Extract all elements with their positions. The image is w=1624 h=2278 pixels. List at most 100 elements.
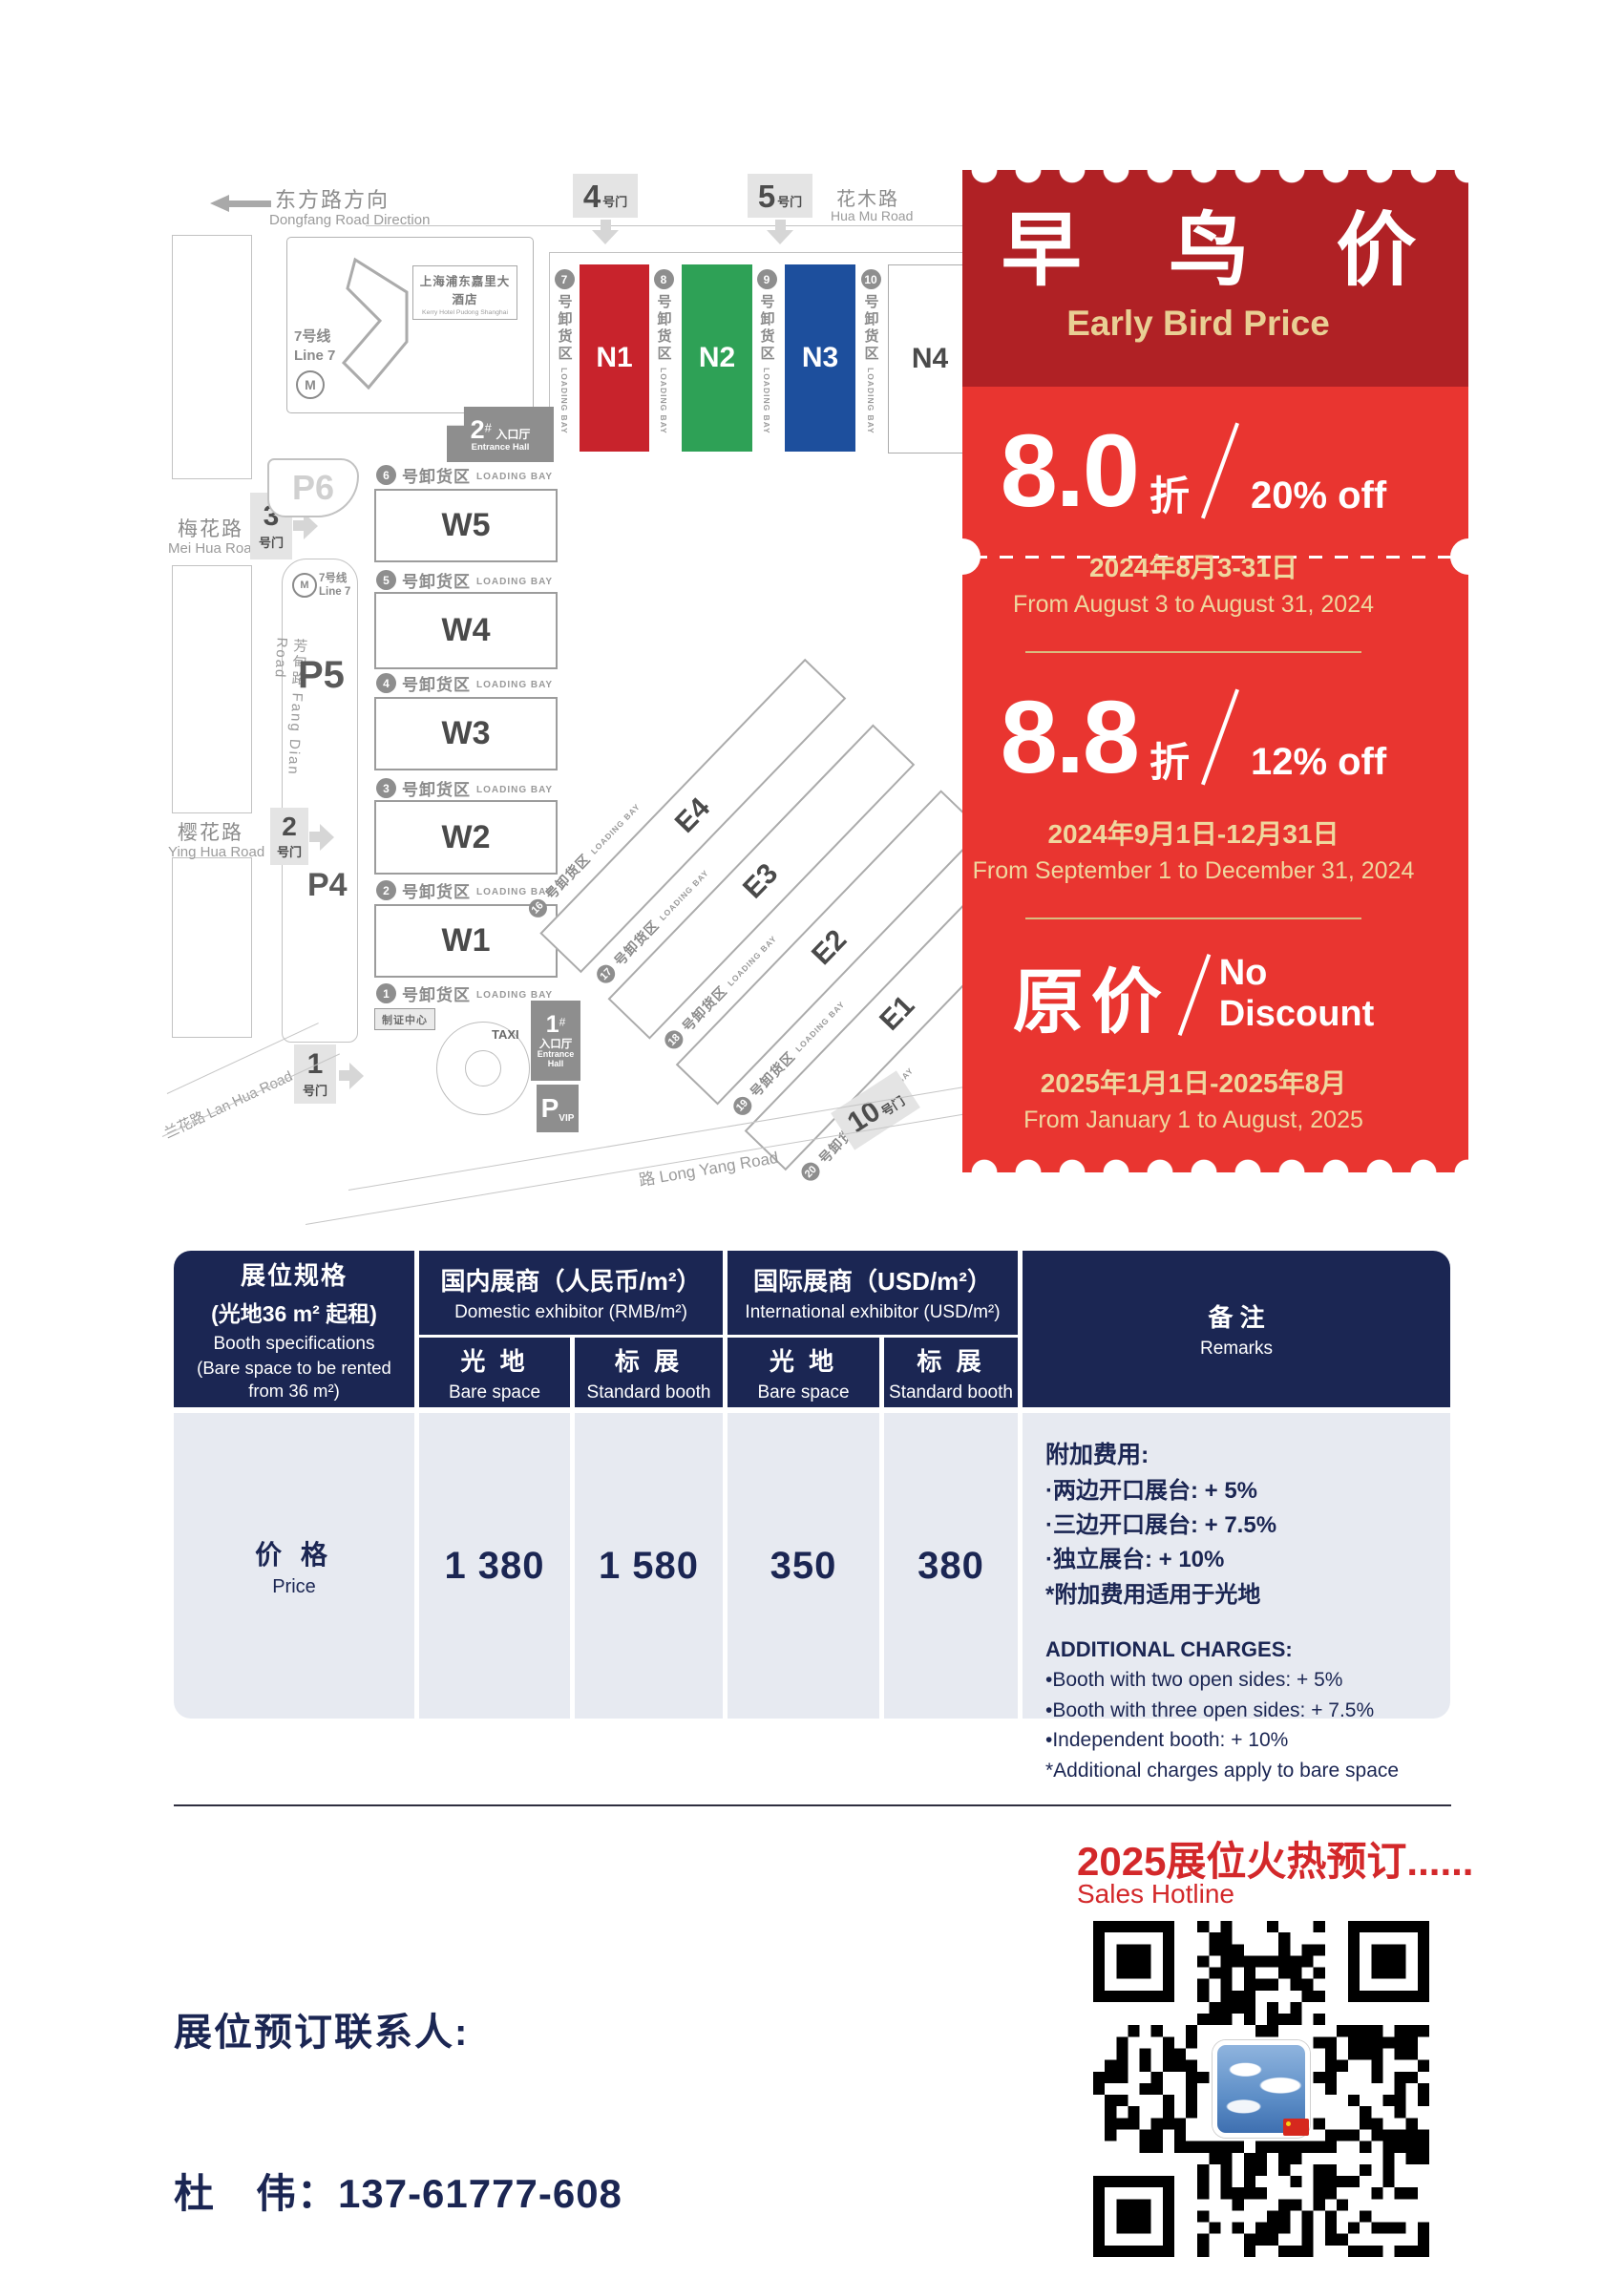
gate-2-number: 2 bbox=[282, 811, 297, 841]
tier2-date-en: From September 1 to December 31, 2024 bbox=[972, 857, 1415, 884]
loading-bay-2-label-en: LOADING BAY bbox=[476, 886, 554, 897]
gate-1-number: 1 bbox=[306, 1047, 324, 1080]
remarks-zh-1: ·两边开口展台: + 5% bbox=[1045, 1477, 1258, 1504]
loading-bay-7-number: 7 bbox=[554, 269, 575, 289]
tier1-off-text: 20% off bbox=[1250, 475, 1387, 517]
domestic-bare-zh: 光 地 bbox=[460, 1346, 529, 1376]
tier3-row: 原价 No Discount bbox=[962, 952, 1424, 1038]
header-intl-bare: 光 地 Bare space bbox=[728, 1338, 879, 1407]
badge-center-label: 制证中心 bbox=[374, 1008, 435, 1030]
loading-bay-1-label-en: LOADING BAY bbox=[476, 989, 554, 1001]
tier3-date-zh: 2025年1月1日-2025年8月 bbox=[1040, 1068, 1347, 1098]
hall-w2: W2 bbox=[374, 800, 558, 875]
gate-2: 2 号门 bbox=[270, 808, 308, 865]
intl-zh: 国际展商（USD/m²） bbox=[753, 1267, 992, 1296]
loading-bay-3: 3 号卸货区 LOADING BAY bbox=[376, 776, 553, 800]
footer-divider bbox=[174, 1804, 1451, 1806]
loading-bay-3-number: 3 bbox=[376, 778, 396, 798]
loading-bay-2-label-zh: 号卸货区 bbox=[402, 883, 471, 901]
road-label-dongfang-zh: 东方路方向 bbox=[275, 188, 390, 212]
loading-bay-6: 6 号卸货区 LOADING BAY bbox=[376, 463, 553, 487]
loading-bay-2-number: 2 bbox=[376, 880, 396, 900]
hall-w3: W3 bbox=[374, 697, 558, 770]
ticket-title-en: Early Bird Price bbox=[1066, 304, 1330, 343]
road-label-dongfang-en: Dongfang Road Direction bbox=[269, 212, 431, 228]
loading-bay-10-label-zh: 号卸货区 bbox=[862, 294, 879, 363]
fangdian-road-column bbox=[282, 559, 358, 1043]
loading-bay-10-number: 10 bbox=[860, 269, 881, 289]
intl-std-en: Standard booth bbox=[889, 1382, 1013, 1403]
remarks-en-title: ADDITIONAL CHARGES: bbox=[1045, 1637, 1293, 1662]
parking-vip: PVIP bbox=[537, 1085, 579, 1132]
loading-bay-8: 8 号卸货区 LOADING BAY bbox=[651, 269, 676, 434]
loading-bay-8-number: 8 bbox=[653, 269, 674, 289]
loading-bay-2: 2 号卸货区 LOADING BAY bbox=[376, 878, 553, 902]
loading-bay-4: 4 号卸货区 LOADING BAY bbox=[376, 671, 553, 695]
remarks-en: Remarks bbox=[1199, 1339, 1273, 1359]
parking-p6-label: P6 bbox=[291, 468, 335, 507]
gate-4-number: 4 bbox=[582, 178, 601, 214]
tier2-date-zh: 2024年9月1日-12月31日 bbox=[1047, 819, 1339, 849]
hall-w5: W5 bbox=[374, 489, 558, 562]
ticket-scallop-bottom bbox=[962, 1159, 1468, 1172]
remarks-en-2: •Booth with three open sides: + 7.5% bbox=[1045, 1698, 1375, 1721]
loading-bay-9-label-zh: 号卸货区 bbox=[758, 294, 775, 363]
hall-n4: N4 bbox=[888, 264, 972, 453]
gate-1: 1 号门 bbox=[294, 1044, 336, 1104]
tier2-row: 8.8 折 12% off bbox=[962, 686, 1424, 789]
loading-bay-1-number: 1 bbox=[376, 983, 396, 1003]
taxi-label: TAXI bbox=[492, 1027, 519, 1042]
header-remarks: 备 注 Remarks bbox=[1023, 1251, 1450, 1407]
spec-zh2: (光地36 m² 起租) bbox=[211, 1301, 377, 1327]
entrance-1-number: 1 bbox=[545, 1011, 559, 1039]
header-booth-specs: 展位规格 (光地36 m² 起租) Booth specifications (… bbox=[174, 1251, 414, 1407]
road-label-meihua-zh: 梅花路 bbox=[178, 518, 243, 540]
hotline-title: 2025展位火热预订...... bbox=[1077, 1839, 1474, 1884]
ticket-body: 8.0 折 20% off 2024年8月3-31日 From August 3… bbox=[962, 387, 1468, 1134]
pricing-table-header: 展位规格 (光地36 m² 起租) Booth specifications (… bbox=[174, 1251, 1451, 1407]
loading-bay-4-label-en: LOADING BAY bbox=[476, 679, 554, 690]
gate-3-suffix: 号门 bbox=[258, 535, 284, 550]
metro-icon: M bbox=[296, 370, 325, 399]
hotline-subtitle: Sales Hotline bbox=[1077, 1879, 1234, 1909]
loading-bay-5: 5 号卸货区 LOADING BAY bbox=[376, 568, 553, 592]
venue-map: 东方路方向 Dongfang Road Direction 上海浦东嘉里大酒店 … bbox=[162, 172, 1052, 1236]
gate-2-suffix: 号门 bbox=[276, 844, 302, 859]
entrance-2-hash: # bbox=[484, 420, 492, 435]
price-intl-bare: 350 bbox=[728, 1413, 879, 1719]
loading-bay-6-label-zh: 号卸货区 bbox=[402, 468, 471, 486]
price-row-label: 价 格 Price bbox=[174, 1413, 414, 1719]
metro-line7-2-en: Line 7 bbox=[319, 586, 351, 598]
loading-bay-8-label-en: LOADING BAY bbox=[659, 368, 668, 434]
parking-vip-p: P bbox=[540, 1092, 559, 1123]
left-road-block-2 bbox=[172, 565, 252, 813]
ticket-perforation bbox=[974, 556, 1457, 559]
hall-n2: N2 bbox=[682, 264, 752, 452]
roundabout-outer bbox=[436, 1022, 530, 1115]
tier2-slash bbox=[1200, 688, 1239, 786]
metro-line7-2-zh: 7号线 bbox=[319, 573, 348, 584]
ticket-divider-2 bbox=[1025, 918, 1361, 919]
intl-std-zh: 标 展 bbox=[917, 1346, 985, 1376]
remarks-en-1: •Booth with two open sides: + 5% bbox=[1045, 1669, 1343, 1692]
intl-bare-en: Bare space bbox=[757, 1382, 850, 1403]
entrance-2-zh: 入口厅 bbox=[496, 427, 531, 441]
loading-bay-16-number: 16 bbox=[524, 895, 551, 921]
tier3-slash bbox=[1177, 954, 1211, 1036]
gate-1-suffix: 号门 bbox=[302, 1083, 327, 1098]
parking-p5-label: P5 bbox=[298, 654, 345, 696]
loading-bay-7-label-zh: 号卸货区 bbox=[556, 294, 573, 363]
contact-phone: 杜 伟：137-61777-608 bbox=[174, 2171, 622, 2216]
parking-p4-label: P4 bbox=[307, 867, 348, 903]
ticket-divider-1 bbox=[1025, 651, 1361, 653]
expo-boundary-left bbox=[549, 252, 550, 407]
metro-line7-label-zh: 7号线 bbox=[294, 328, 331, 345]
domestic-en: Domestic exhibitor (RMB/m²) bbox=[454, 1302, 687, 1322]
gate-1-arrow-icon bbox=[339, 1063, 364, 1089]
tier3-off-line2: Discount bbox=[1218, 994, 1375, 1035]
loading-bay-9-label-en: LOADING BAY bbox=[762, 368, 771, 434]
loading-bay-10: 10 号卸货区 LOADING BAY bbox=[858, 269, 883, 434]
hall-n3: N3 bbox=[785, 264, 855, 452]
price-domestic-bare: 1 380 bbox=[419, 1413, 570, 1719]
